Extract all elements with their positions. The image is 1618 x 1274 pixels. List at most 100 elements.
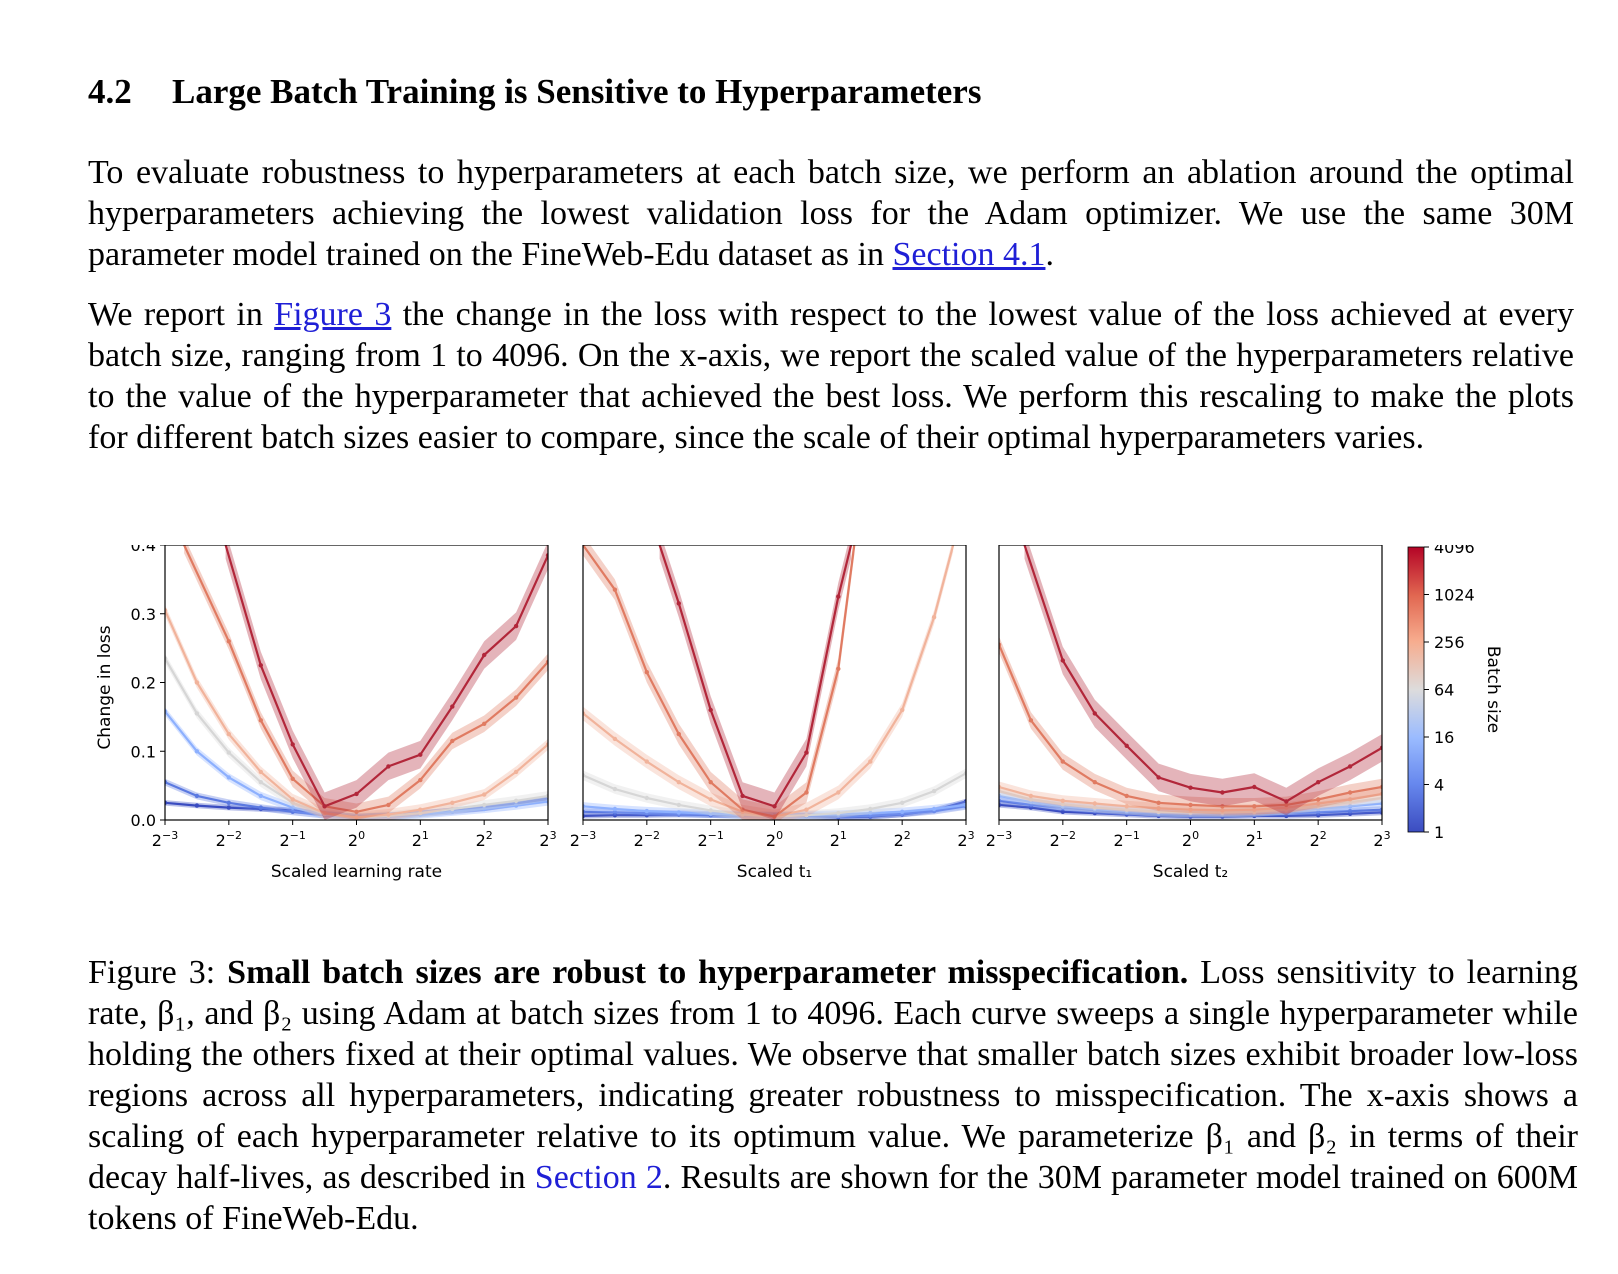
caption-label: Figure 3: (88, 954, 228, 991)
data-point (258, 663, 263, 668)
data-point (644, 795, 649, 801)
data-point (931, 788, 937, 794)
confidence-band (659, 545, 852, 820)
confidence-band (583, 545, 855, 820)
data-point (644, 759, 649, 764)
paragraph-2-text: the change in the loss with respect to t… (88, 296, 1574, 456)
confidence-band (165, 653, 548, 820)
x-tick-label: 2−2 (216, 829, 242, 850)
data-point (804, 750, 809, 755)
series-batch-256 (165, 604, 548, 820)
data-point (1060, 798, 1066, 803)
series-batch-1024 (583, 545, 856, 820)
data-point (226, 639, 231, 644)
paragraph-1: To evaluate robustness to hyperparameter… (88, 152, 1574, 275)
data-point (290, 805, 295, 810)
x-tick-label: 2−1 (279, 829, 305, 850)
data-point (740, 807, 745, 812)
data-point (290, 800, 295, 805)
data-point (1156, 775, 1161, 780)
data-point (194, 749, 200, 754)
series-batch-1024 (999, 636, 1382, 815)
data-point (612, 806, 618, 812)
data-point (226, 805, 231, 810)
caption-text-2: . Results are shown for the 30M paramete… (88, 1159, 1579, 1237)
data-point (1124, 793, 1129, 799)
data-point (772, 814, 777, 819)
confidence-band (999, 636, 1382, 815)
data-point (1252, 784, 1257, 790)
x-tick-label: 20 (766, 829, 783, 850)
x-tick-label: 2−3 (152, 829, 178, 850)
data-point (676, 810, 681, 815)
data-point (258, 780, 263, 785)
data-point (1316, 801, 1321, 806)
x-tick-label: 2−1 (697, 829, 723, 850)
data-point (258, 769, 263, 775)
data-point (1060, 759, 1066, 764)
colorbar-tick-label: 256 (1434, 633, 1465, 652)
figure-3-link[interactable]: Figure 3 (274, 296, 392, 333)
colorbar-tick-label: 16 (1434, 728, 1454, 747)
data-point (450, 800, 455, 805)
data-point (1284, 799, 1289, 804)
panel-frame (582, 544, 967, 821)
section-2-link[interactable]: Section 2 (534, 1159, 663, 1196)
data-point (194, 803, 200, 808)
data-point (1156, 800, 1161, 805)
paragraph-2: We report in Figure 3 the change in the … (88, 294, 1574, 458)
data-point (513, 695, 519, 700)
caption-text-1: Loss sensitivity to learning rate, β₁, a… (88, 954, 1579, 1196)
x-tick-label: 20 (1182, 829, 1199, 850)
data-point (226, 731, 231, 737)
data-point (418, 752, 423, 757)
series-line (583, 545, 856, 818)
data-point (1252, 807, 1257, 812)
data-point (226, 775, 231, 780)
y-tick-label: 0.2 (131, 674, 156, 693)
data-point (386, 812, 391, 817)
x-tick-label: 21 (412, 829, 429, 850)
data-point (1284, 802, 1289, 808)
data-point (1124, 804, 1129, 809)
x-tick-label: 22 (894, 829, 911, 850)
series-batch-256 (999, 781, 1382, 816)
x-axis-label: Scaled t₂ (1153, 862, 1228, 882)
data-point (676, 731, 681, 737)
x-tick-label: 23 (957, 829, 974, 850)
data-point (1316, 810, 1321, 815)
data-point (482, 652, 487, 658)
data-point (354, 809, 359, 814)
panel-frame (164, 544, 549, 821)
data-point (1156, 809, 1161, 814)
data-point (1188, 785, 1193, 790)
data-point (1060, 658, 1066, 663)
confidence-band (583, 545, 954, 820)
data-point (226, 800, 231, 805)
data-point (900, 809, 905, 814)
data-point (676, 802, 681, 808)
data-point (644, 808, 649, 814)
data-point (772, 804, 777, 809)
data-point (1092, 801, 1098, 806)
section-number: 4.2 (88, 72, 132, 111)
data-point (612, 810, 618, 815)
data-point (194, 711, 200, 716)
y-tick-label: 0.1 (131, 742, 156, 761)
data-point (1220, 804, 1225, 809)
y-tick-label: 0.0 (131, 811, 156, 830)
data-point (1188, 802, 1193, 808)
data-point (1220, 808, 1225, 813)
x-tick-label: 23 (1373, 829, 1390, 850)
colorbar-tick-label: 64 (1434, 681, 1454, 700)
data-point (740, 793, 745, 799)
data-point (708, 808, 713, 813)
paragraph-2-start: We report in (88, 296, 275, 333)
data-point (644, 670, 649, 675)
data-point (450, 704, 455, 709)
x-tick-label: 20 (348, 829, 365, 850)
data-point (1347, 764, 1353, 769)
caption-bold: Small batch sizes are robust to hyperpar… (227, 954, 1189, 991)
data-point (868, 759, 873, 764)
section-4-1-link[interactable]: Section 4.1 (892, 236, 1046, 273)
